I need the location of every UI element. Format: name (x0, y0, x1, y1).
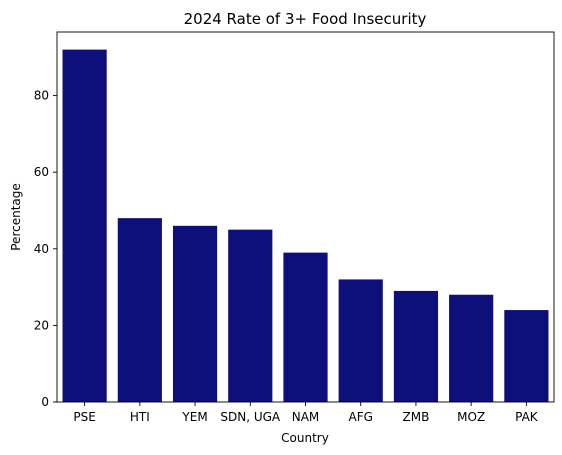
x-tick-label: ZMB (403, 410, 430, 424)
y-ticks: 0 20 40 60 80 (34, 89, 57, 409)
bar-nam (283, 252, 328, 402)
y-tick-label: 60 (34, 165, 49, 179)
y-tick-label: 20 (34, 318, 49, 332)
x-tick-label: SDN, UGA (220, 410, 281, 424)
x-tick-label: MOZ (457, 410, 485, 424)
x-tick-label: PSE (73, 410, 95, 424)
x-tick-label: NAM (292, 410, 320, 424)
y-tick-label: 0 (41, 395, 49, 409)
bar-pak (504, 310, 549, 402)
x-tick-label: HTI (130, 410, 150, 424)
x-axis-label: Country (281, 431, 329, 445)
x-ticks: PSE HTI YEM SDN, UGA NAM AFG ZMB MOZ PAK (73, 402, 539, 424)
bar-afg (338, 279, 383, 402)
plot-frame (56, 31, 555, 403)
y-tick-label: 80 (34, 89, 49, 103)
bar-yem (172, 225, 218, 402)
x-tick-label: AFG (349, 410, 373, 424)
bar-hti (117, 218, 162, 402)
x-tick-label: PAK (515, 410, 539, 424)
bars-group (62, 49, 549, 403)
bar-sdn-uga (228, 229, 273, 402)
bar-pse (62, 49, 107, 403)
bar-moz (449, 294, 494, 402)
chart-title: 2024 Rate of 3+ Food Insecurity (184, 10, 427, 28)
x-tick-label: YEM (181, 410, 207, 424)
bar-zmb (393, 290, 439, 402)
y-axis-label: Percentage (9, 183, 23, 251)
y-tick-label: 40 (34, 242, 49, 256)
